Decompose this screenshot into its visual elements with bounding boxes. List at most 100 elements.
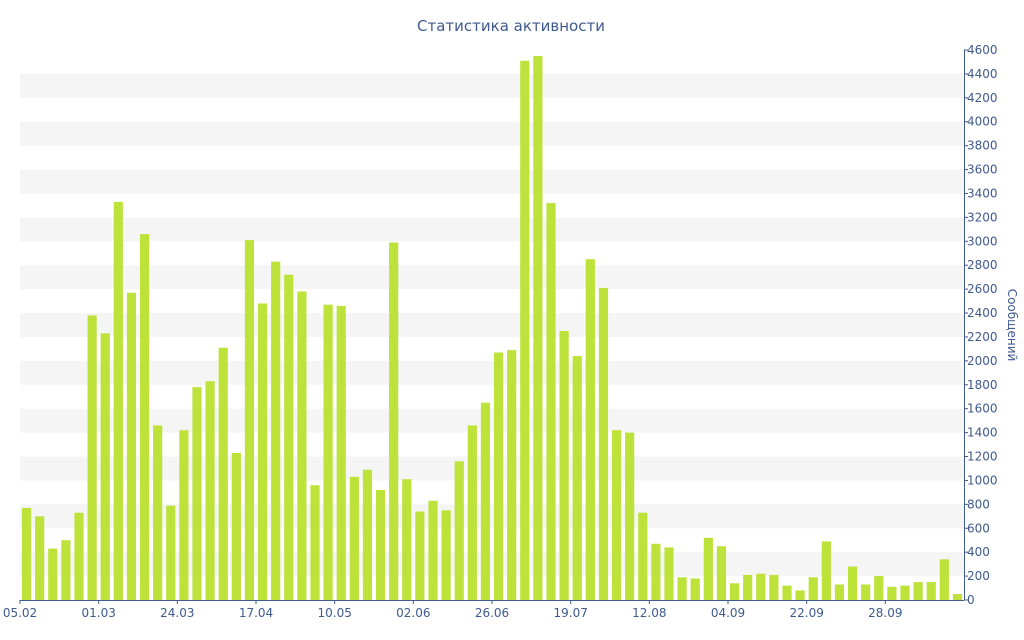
x-tick-label: 22.09 [789, 606, 823, 620]
bar [795, 590, 805, 600]
y-tick-label: 2600 [967, 282, 998, 296]
bar [74, 512, 84, 600]
x-tick-label: 28.09 [868, 606, 902, 620]
bar [507, 350, 517, 600]
grid-band [20, 265, 964, 290]
bar [756, 573, 766, 600]
bar [415, 511, 425, 600]
bar [939, 559, 949, 600]
y-tick-label: 2200 [967, 330, 998, 344]
bar [336, 305, 346, 600]
grid-bands [20, 73, 964, 577]
bar [900, 585, 910, 600]
x-tick-label: 04.09 [711, 606, 745, 620]
y-tick-label: 1800 [967, 378, 998, 392]
bar [821, 541, 831, 600]
grid-band [20, 360, 964, 385]
bar [716, 546, 727, 600]
bar [244, 240, 255, 600]
bar [349, 476, 359, 600]
y-tick-label: 4600 [967, 43, 998, 57]
bar [271, 261, 281, 600]
y-tick-label: 2800 [967, 258, 998, 272]
bar [113, 201, 123, 600]
bar [664, 547, 674, 600]
y-axis-label: Сообщений [1005, 289, 1019, 362]
bar [35, 516, 45, 600]
bar [690, 578, 700, 600]
y-tick-label: 4200 [967, 91, 998, 105]
y-tick-label: 200 [967, 569, 990, 583]
bar-series [21, 55, 963, 601]
bar [153, 425, 163, 600]
bar [297, 291, 307, 600]
bar [729, 583, 740, 600]
bar [375, 490, 386, 600]
bar [389, 242, 399, 600]
bar [611, 430, 622, 600]
bar [428, 500, 438, 600]
y-tick-label: 0 [967, 593, 975, 607]
x-tick-label: 05.02 [3, 606, 37, 620]
y-tick-label: 3600 [967, 163, 998, 177]
bar [454, 461, 464, 600]
bar [533, 55, 543, 600]
bar [769, 574, 779, 600]
y-tick-label: 3800 [967, 139, 998, 153]
bar [218, 347, 228, 600]
bar [625, 432, 635, 600]
bar [257, 303, 268, 600]
bar [847, 566, 858, 600]
bar [808, 577, 818, 600]
y-tick-label: 4400 [967, 67, 998, 81]
bar [310, 485, 320, 600]
x-tick-label: 10.05 [317, 606, 351, 620]
x-tick-label: 24.03 [160, 606, 194, 620]
bar [467, 425, 477, 600]
y-tick-label: 600 [967, 521, 990, 535]
bar [139, 234, 150, 600]
bar [651, 543, 661, 600]
axes: 0 200 400 600 800 1000 1200 1400 1600 1800 2000 220… [3, 43, 998, 620]
x-tick-label: 17.04 [239, 606, 273, 620]
grid-band [20, 217, 964, 242]
bar [572, 356, 582, 600]
bar [87, 315, 97, 600]
bar [205, 381, 215, 600]
bar [166, 505, 176, 600]
bar [952, 594, 963, 600]
x-tick-label: 12.08 [632, 606, 666, 620]
bar [441, 510, 451, 600]
y-tick-label: 3200 [967, 210, 998, 224]
bar [677, 577, 687, 600]
bar [179, 430, 189, 600]
grid-band [20, 552, 964, 577]
y-tick-label: 3400 [967, 186, 998, 200]
bar [323, 304, 333, 600]
chart-title: Статистика активности [417, 17, 605, 35]
y-tick-label: 1400 [967, 426, 998, 440]
bar [520, 60, 530, 601]
y-tick-label: 1600 [967, 402, 998, 416]
y-tick-label: 2400 [967, 306, 998, 320]
bar [231, 452, 241, 600]
bar [192, 387, 202, 600]
bar [926, 582, 936, 600]
bar [703, 537, 713, 600]
grid-band [20, 456, 964, 481]
y-tick-label: 400 [967, 545, 990, 559]
bar [284, 274, 294, 600]
bar [362, 469, 373, 600]
y-tick-label: 800 [967, 497, 990, 511]
bar [861, 584, 871, 600]
x-tick-label: 26.06 [475, 606, 509, 620]
bar [100, 333, 110, 600]
grid-band [20, 504, 964, 529]
bar [834, 584, 845, 600]
grid-band [20, 121, 964, 146]
bar [21, 507, 32, 600]
bar [61, 540, 71, 600]
bar [913, 582, 923, 600]
bar [126, 292, 137, 600]
